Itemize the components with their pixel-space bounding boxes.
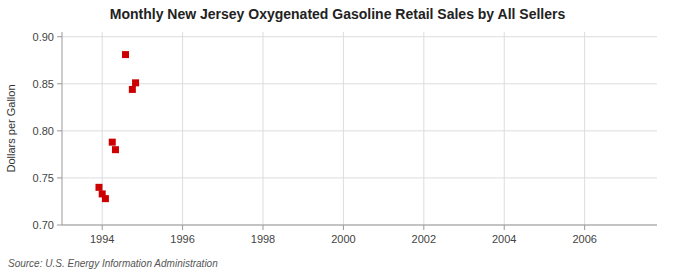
tick-label: 0.70: [33, 219, 54, 231]
points: [95, 51, 139, 202]
grid-line: [182, 32, 183, 225]
tick-label: 0.85: [33, 78, 54, 90]
point: [129, 86, 136, 93]
grid-line: [62, 83, 657, 84]
tick: [57, 36, 62, 37]
tick-label: 1994: [90, 233, 114, 245]
tick: [584, 225, 585, 230]
point: [102, 195, 109, 202]
tick-label: 0.80: [33, 125, 54, 137]
tick: [343, 225, 344, 230]
point: [122, 51, 129, 58]
point: [132, 79, 139, 86]
tick: [57, 83, 62, 84]
point: [109, 139, 116, 146]
grid: [62, 32, 657, 225]
tick-label: 0.90: [33, 31, 54, 43]
axes: 0.70 0.75 0.80 0.85 0.90 1994 1996 1998 2000 2002…: [33, 31, 657, 245]
tick-label: 2002: [412, 233, 436, 245]
grid-line: [343, 32, 344, 225]
tick-label: 2004: [492, 233, 516, 245]
tick: [57, 130, 62, 131]
tick: [57, 225, 62, 226]
tick: [504, 225, 505, 230]
grid-line: [62, 130, 657, 131]
tick-label: 1998: [251, 233, 275, 245]
chart: 0.70 0.75 0.80 0.85 0.90 1994 1996 1998 2000 2002…: [0, 0, 675, 275]
tick-label: 2006: [572, 233, 596, 245]
y-axis-label: Dollars per Gallon: [5, 84, 17, 172]
grid-line: [423, 32, 424, 225]
tick-label: 2000: [331, 233, 355, 245]
grid-line: [504, 32, 505, 225]
tick-label: 0.75: [33, 172, 54, 184]
grid-line: [62, 36, 657, 37]
grid-line: [263, 32, 264, 225]
source: Source: U.S. Energy Information Administ…: [8, 258, 218, 269]
tick: [102, 225, 103, 230]
tick-label: 1996: [170, 233, 194, 245]
grid-line: [62, 225, 657, 226]
tick: [423, 225, 424, 230]
point: [95, 184, 102, 191]
point: [112, 146, 119, 153]
tick: [182, 225, 183, 230]
y-axis-line: [62, 32, 63, 225]
x-axis-line: [62, 225, 657, 226]
tick: [263, 225, 264, 230]
grid-line: [62, 177, 657, 178]
grid-line: [584, 32, 585, 225]
title: Monthly New Jersey Oxygenated Gasoline R…: [110, 6, 566, 22]
tick: [57, 177, 62, 178]
